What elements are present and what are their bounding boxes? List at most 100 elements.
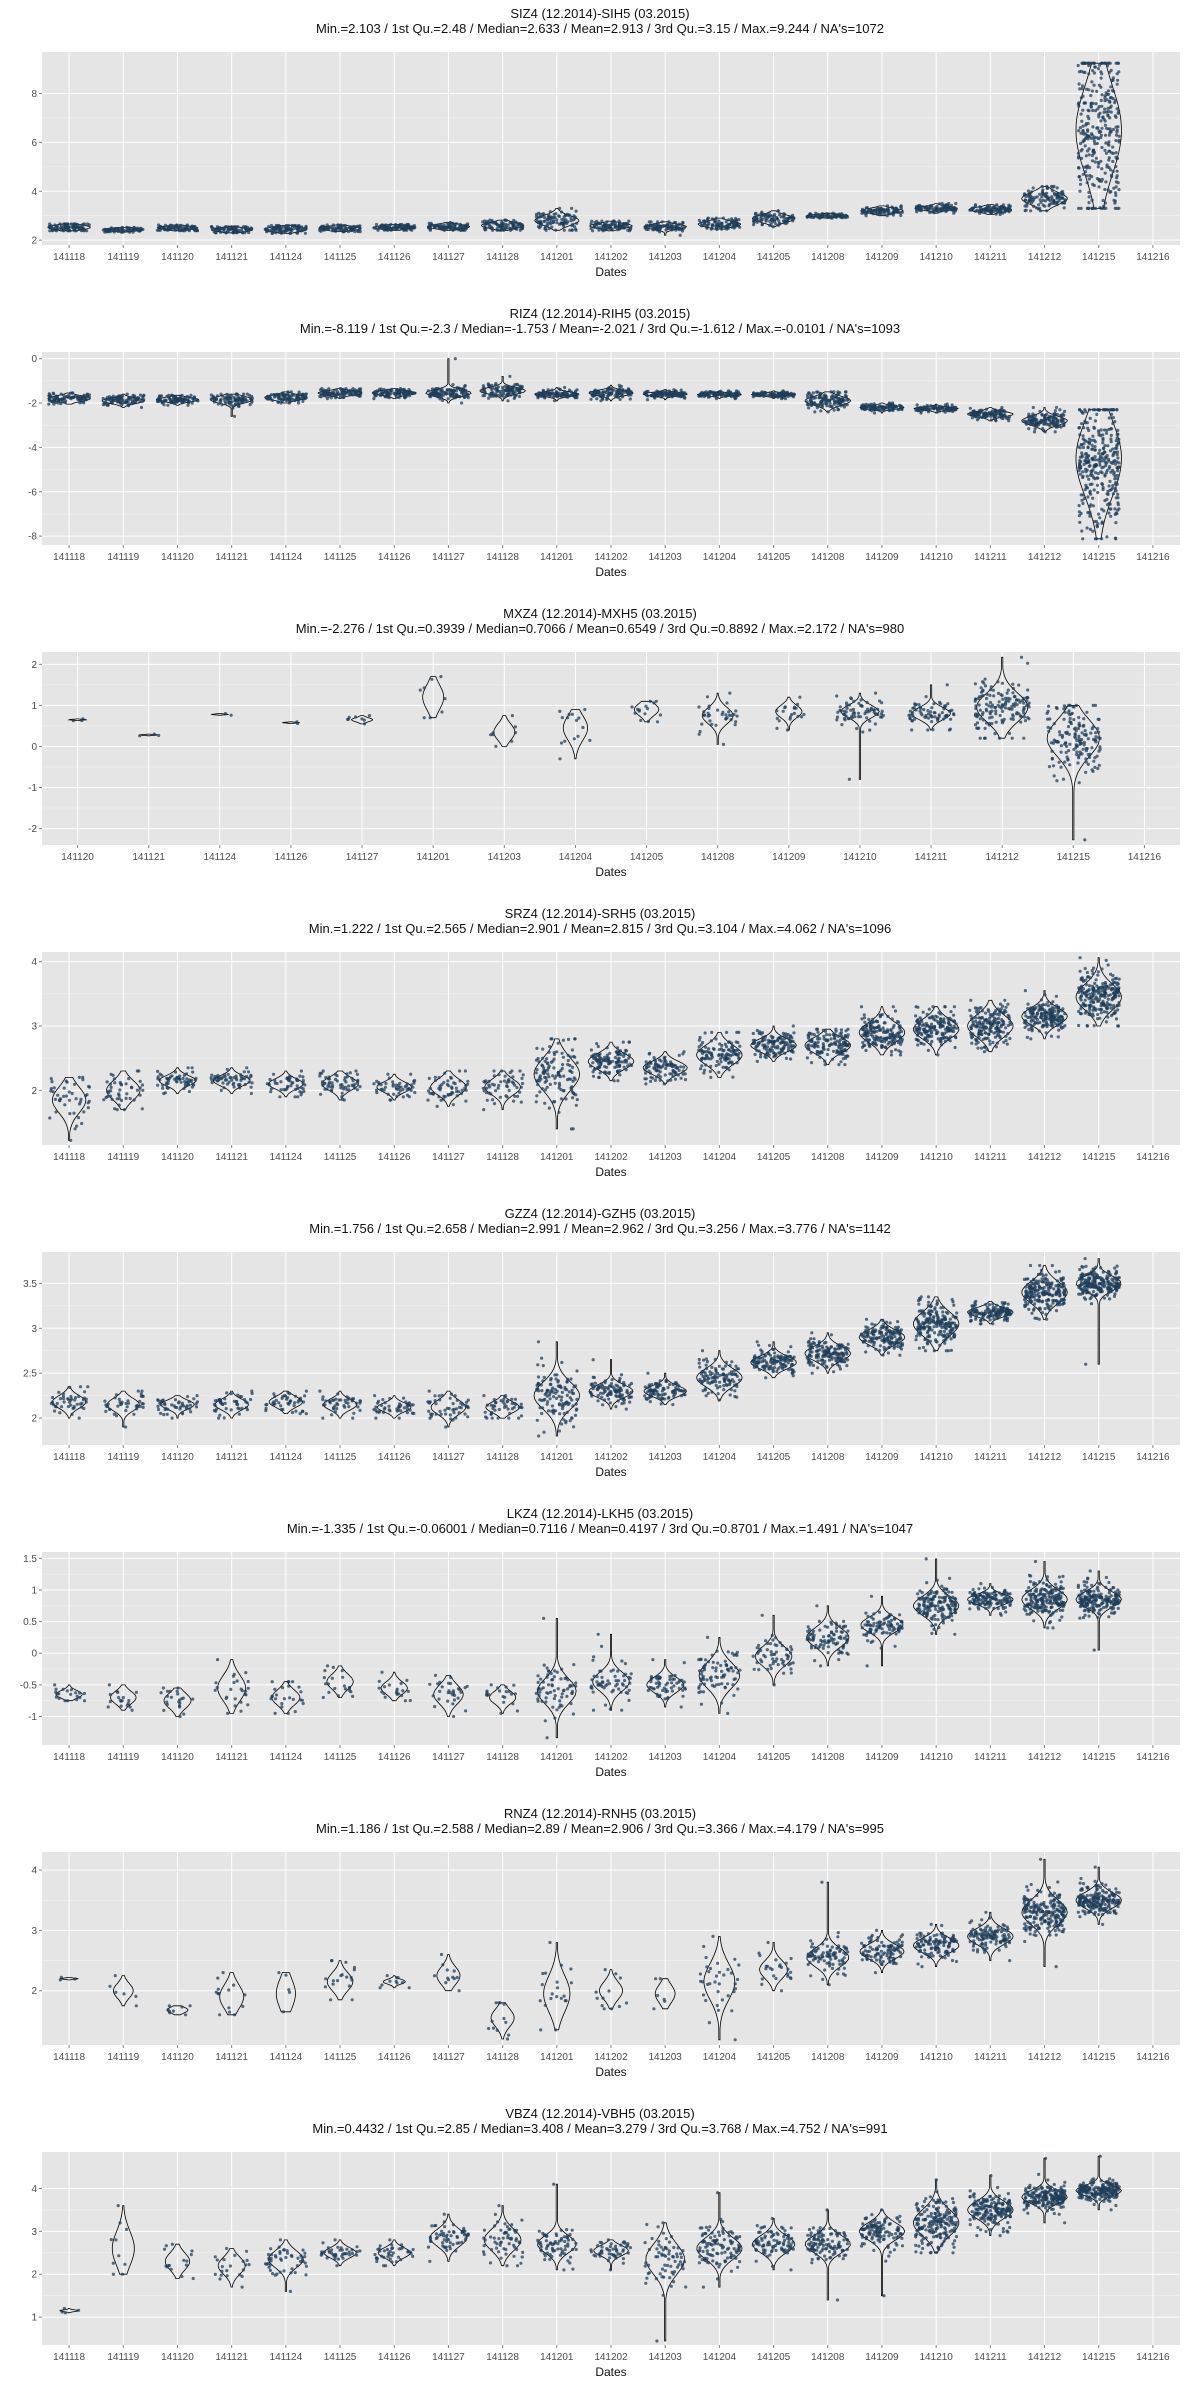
x-tick-label: 141127 bbox=[432, 252, 465, 263]
data-point bbox=[1110, 175, 1114, 179]
data-point bbox=[138, 393, 143, 397]
data-point bbox=[275, 392, 279, 396]
data-point bbox=[301, 396, 305, 401]
data-point bbox=[1100, 126, 1104, 130]
violin-outline bbox=[351, 715, 374, 725]
data-point bbox=[343, 223, 347, 228]
data-point bbox=[988, 716, 992, 720]
data-point bbox=[861, 403, 865, 407]
data-point bbox=[569, 216, 573, 220]
data-point bbox=[971, 410, 975, 414]
data-point bbox=[1033, 427, 1037, 431]
data-point bbox=[919, 706, 923, 710]
data-point bbox=[187, 395, 191, 400]
chart-title: SIZ4 (12.2014)-SIH5 (03.2015) bbox=[510, 6, 689, 21]
data-point bbox=[164, 398, 168, 402]
data-point bbox=[519, 387, 523, 391]
y-tick-label: 0 bbox=[31, 354, 37, 365]
data-point bbox=[872, 710, 876, 714]
y-tick-label: 8 bbox=[31, 89, 37, 100]
data-point bbox=[1094, 463, 1098, 467]
x-tick-label: 141118 bbox=[53, 252, 85, 263]
data-point bbox=[142, 393, 146, 397]
data-point bbox=[1084, 456, 1088, 460]
data-point bbox=[865, 700, 869, 704]
data-point bbox=[908, 709, 913, 713]
data-point bbox=[832, 390, 836, 394]
data-point bbox=[1029, 190, 1034, 194]
data-point bbox=[775, 726, 779, 730]
data-point bbox=[247, 230, 251, 235]
data-point bbox=[1117, 188, 1121, 192]
data-point bbox=[187, 228, 191, 232]
data-point bbox=[834, 214, 838, 218]
violin-group bbox=[973, 655, 1031, 740]
data-point bbox=[571, 222, 575, 226]
data-point bbox=[80, 396, 84, 401]
data-point bbox=[1108, 100, 1112, 104]
data-point bbox=[483, 391, 487, 395]
data-point bbox=[702, 713, 706, 717]
data-point bbox=[1114, 521, 1118, 525]
data-point bbox=[829, 390, 833, 394]
violin-outline bbox=[976, 656, 1029, 739]
data-point bbox=[970, 206, 975, 210]
data-point bbox=[732, 222, 736, 226]
data-point bbox=[1080, 422, 1084, 426]
data-point bbox=[1108, 70, 1112, 74]
data-point bbox=[627, 388, 631, 392]
data-point bbox=[756, 392, 760, 396]
data-point bbox=[626, 391, 630, 395]
data-point bbox=[564, 218, 568, 222]
data-point bbox=[730, 393, 734, 397]
data-point bbox=[1038, 206, 1042, 210]
data-point bbox=[492, 394, 496, 398]
data-point bbox=[346, 389, 350, 394]
data-point bbox=[859, 698, 863, 702]
data-point bbox=[1060, 201, 1064, 205]
data-point bbox=[589, 226, 593, 231]
data-point bbox=[1062, 421, 1066, 425]
data-point bbox=[1019, 655, 1024, 659]
data-point bbox=[1093, 455, 1097, 459]
data-point bbox=[1082, 497, 1086, 501]
data-point bbox=[789, 216, 793, 220]
data-point bbox=[265, 228, 269, 232]
data-point bbox=[705, 695, 710, 699]
data-point bbox=[181, 225, 185, 229]
data-point bbox=[463, 228, 467, 232]
data-point bbox=[844, 701, 849, 705]
data-point bbox=[805, 400, 809, 404]
data-point bbox=[840, 212, 844, 216]
data-point bbox=[980, 713, 985, 717]
data-point bbox=[490, 388, 494, 392]
violin-outline bbox=[67, 718, 88, 721]
data-point bbox=[1089, 472, 1093, 476]
data-point bbox=[120, 227, 124, 231]
data-point bbox=[851, 707, 856, 711]
data-point bbox=[1087, 72, 1091, 76]
data-point bbox=[1042, 422, 1046, 426]
data-point bbox=[284, 223, 288, 228]
data-point bbox=[792, 392, 796, 396]
data-point bbox=[658, 230, 662, 234]
data-point bbox=[1107, 427, 1111, 431]
data-point bbox=[1054, 405, 1059, 410]
data-point bbox=[879, 209, 883, 213]
data-point bbox=[1045, 422, 1049, 426]
data-point bbox=[187, 399, 191, 403]
data-point bbox=[1052, 423, 1056, 428]
data-point bbox=[560, 716, 564, 720]
data-point bbox=[1045, 186, 1049, 190]
data-point bbox=[137, 396, 141, 400]
data-point bbox=[828, 401, 832, 406]
data-point bbox=[87, 223, 91, 227]
data-point bbox=[221, 394, 225, 398]
data-point bbox=[403, 395, 407, 399]
data-point bbox=[1096, 160, 1100, 164]
data-point bbox=[157, 225, 161, 230]
data-point bbox=[490, 220, 494, 224]
data-point bbox=[495, 387, 499, 391]
x-tick-label: 141127 bbox=[346, 852, 379, 863]
data-point bbox=[1085, 87, 1089, 91]
